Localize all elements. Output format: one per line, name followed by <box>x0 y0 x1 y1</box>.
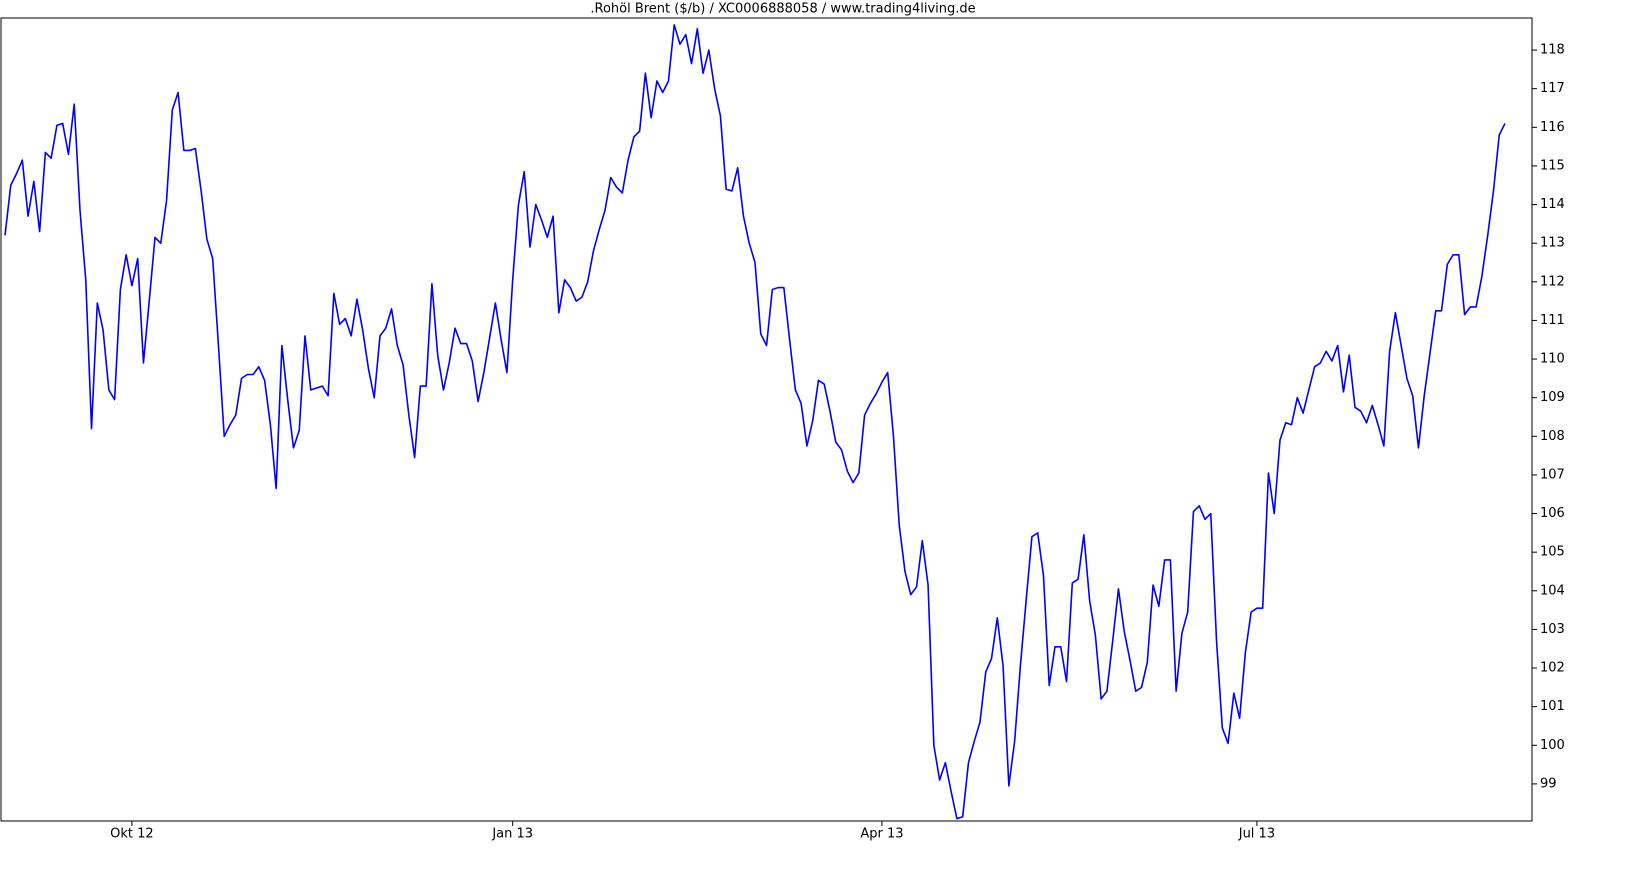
y-tick-label: 112 <box>1540 274 1565 289</box>
y-tick-label: 106 <box>1540 506 1565 521</box>
y-tick-label: 117 <box>1540 81 1565 96</box>
y-tick-label: 101 <box>1540 699 1565 714</box>
y-tick-label: 108 <box>1540 429 1565 444</box>
y-tick-label: 104 <box>1540 583 1565 598</box>
x-tick-label: Jul 13 <box>1238 827 1275 842</box>
x-tick-label: Apr 13 <box>860 827 903 842</box>
y-tick-label: 114 <box>1540 197 1565 212</box>
y-tick-label: 111 <box>1540 313 1565 328</box>
y-tick-label: 107 <box>1540 467 1565 482</box>
y-tick-label: 102 <box>1540 661 1565 676</box>
price-line <box>4 24 1506 820</box>
y-tick-label: 116 <box>1540 120 1565 135</box>
y-tick-label: 99 <box>1540 776 1557 791</box>
y-tick-label: 109 <box>1540 390 1565 405</box>
y-tick-label: 110 <box>1540 352 1565 367</box>
y-tick-label: 103 <box>1540 622 1565 637</box>
x-tick-label: Okt 12 <box>110 827 154 842</box>
plot-frame <box>0 17 1533 822</box>
y-tick-label: 115 <box>1540 158 1565 173</box>
y-tick-label: 118 <box>1540 43 1565 58</box>
y-tick-label: 105 <box>1540 545 1565 560</box>
chart-title: .Rohöl Brent ($/b) / XC0006888058 / www.… <box>590 2 975 17</box>
y-tick-label: 100 <box>1540 738 1565 753</box>
x-tick-label: Jan 13 <box>491 827 533 842</box>
y-tick-label: 113 <box>1540 236 1565 251</box>
